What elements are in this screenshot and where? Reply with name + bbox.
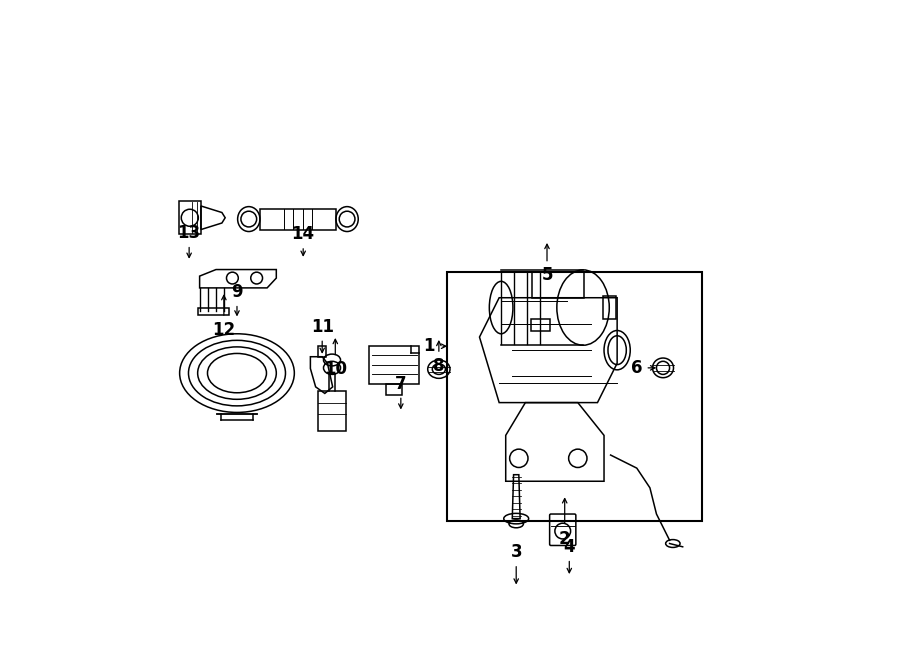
Bar [386, 383, 402, 395]
Bar [318, 391, 346, 431]
Text: 4: 4 [563, 538, 575, 556]
Text: 11: 11 [310, 318, 334, 336]
Text: 7: 7 [395, 375, 407, 393]
Bar [198, 307, 230, 315]
Text: 13: 13 [177, 224, 201, 242]
Bar [531, 319, 550, 330]
Bar [260, 209, 336, 229]
Text: 1: 1 [423, 337, 435, 355]
Text: 3: 3 [510, 543, 522, 561]
Text: 5: 5 [541, 266, 553, 284]
Text: 12: 12 [212, 321, 236, 338]
Text: 8: 8 [433, 357, 445, 375]
Bar [446, 272, 702, 521]
Bar [369, 346, 419, 383]
Text: 14: 14 [292, 225, 315, 243]
Bar [532, 272, 584, 297]
Bar [319, 346, 326, 357]
Text: 10: 10 [324, 360, 346, 378]
Text: 6: 6 [631, 359, 643, 377]
Text: 2: 2 [559, 530, 571, 549]
Text: 9: 9 [231, 283, 243, 301]
